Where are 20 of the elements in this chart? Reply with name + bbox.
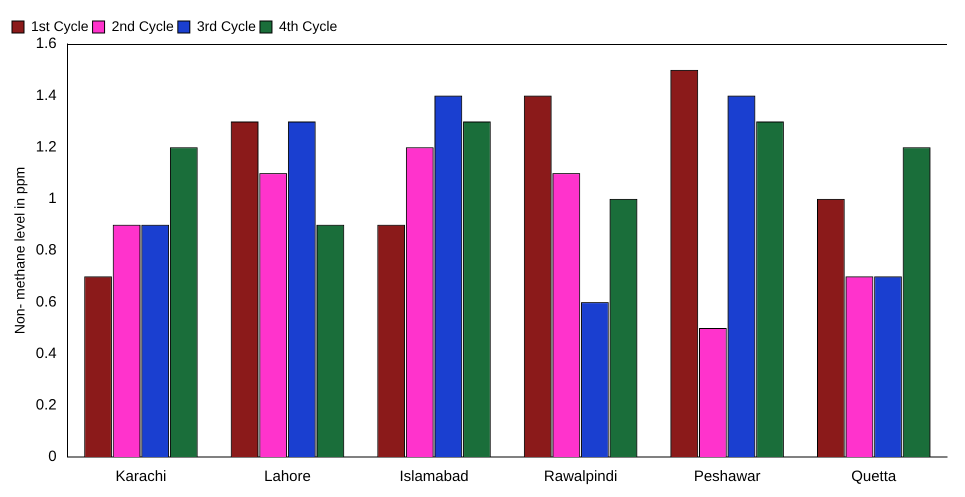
y-tick-label: 1.4 <box>36 86 57 104</box>
y-tick-label: 1.2 <box>36 138 57 156</box>
x-tick-label: Lahore <box>264 468 311 486</box>
x-tick-label: Rawalpindi <box>544 468 618 486</box>
x-tick-label: Islamabad <box>399 468 469 486</box>
legend-label: 1st Cycle <box>31 18 89 34</box>
legend-label: 3rd Cycle <box>196 18 256 34</box>
y-tick-label: 0.6 <box>36 293 57 310</box>
y-tick-label: 0.4 <box>36 344 57 362</box>
y-tick-label: 0 <box>48 448 57 466</box>
y-tick-label: 1 <box>48 190 57 208</box>
legend-label: 2nd Cycle <box>112 18 174 34</box>
legend-label: 4th Cycle <box>278 18 338 34</box>
y-tick-label: 0.8 <box>36 242 57 259</box>
x-tick-label: Peshawar <box>694 468 761 486</box>
y-tick-label: 0.2 <box>36 396 57 414</box>
y-axis-title: Non- methane level in ppm <box>11 166 28 334</box>
x-tick-label: Quetta <box>851 468 897 486</box>
x-tick-label: Karachi <box>116 468 166 486</box>
y-tick-label: 1.6 <box>36 35 57 52</box>
